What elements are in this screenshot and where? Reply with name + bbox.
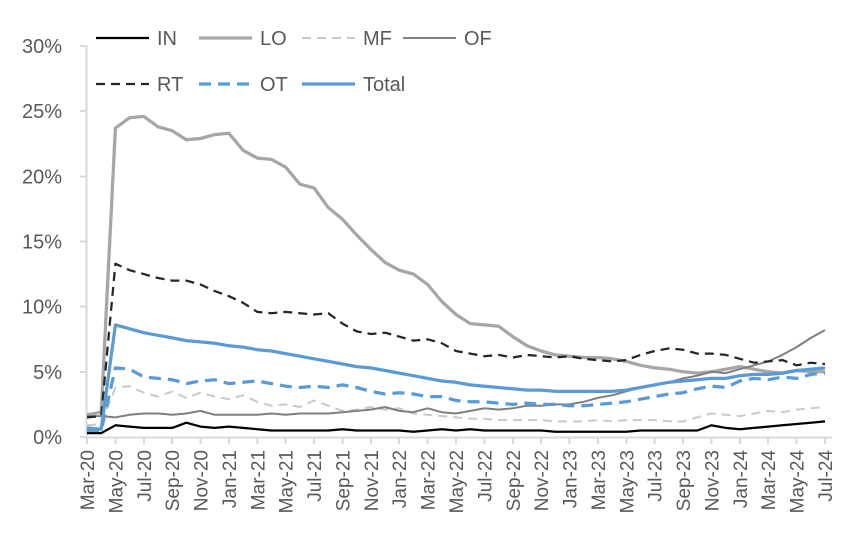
- legend-label-ot: OT: [260, 74, 288, 96]
- x-axis-label: Mar-20: [78, 450, 99, 510]
- series-line-ot: [87, 366, 826, 433]
- x-axis-label: Jul-22: [475, 450, 496, 502]
- legend-label-total: Total: [363, 74, 405, 96]
- legend-item-of: OF: [403, 28, 492, 50]
- y-axis-label: 30%: [22, 36, 62, 58]
- legend-item-ot: OT: [199, 74, 288, 96]
- x-axis-label: Jul-21: [305, 450, 326, 502]
- legend-item-rt: RT: [96, 74, 183, 96]
- y-axis-label: 20%: [22, 166, 62, 188]
- x-axis-label: May-24: [788, 450, 809, 514]
- x-axis-label: Jan-21: [220, 450, 241, 508]
- x-axis-label: Jul-23: [646, 450, 667, 502]
- legend-label-rt: RT: [157, 74, 183, 96]
- x-axis-label: Jul-20: [135, 450, 156, 502]
- x-axis-label: Jul-24: [816, 450, 837, 502]
- legend-item-lo: LO: [199, 28, 287, 50]
- x-axis-label: Jan-22: [390, 450, 411, 508]
- x-axis-label: Sep-21: [333, 450, 354, 511]
- y-axis-label: 5%: [33, 362, 62, 384]
- legend-label-of: OF: [464, 28, 492, 50]
- x-axis-label: Mar-22: [419, 450, 440, 510]
- x-axis-label: Nov-22: [532, 450, 553, 511]
- x-axis-label: May-23: [617, 450, 638, 513]
- y-axis-label: 10%: [22, 297, 62, 319]
- series-line-lo: [86, 114, 825, 417]
- x-axis-label: Mar-23: [589, 450, 610, 510]
- legend-item-total: Total: [302, 74, 405, 96]
- y-axis-label: 15%: [22, 232, 62, 254]
- x-axis-label: Jan-23: [561, 450, 582, 508]
- x-axis-label: May-20: [106, 450, 127, 513]
- x-axis-label: Sep-20: [163, 450, 184, 511]
- x-axis-label: May-22: [447, 450, 468, 513]
- legend-label-mf: MF: [363, 28, 392, 50]
- legend-item-in: IN: [96, 28, 177, 50]
- x-axis-label: Nov-23: [702, 450, 723, 511]
- x-axis-label: Nov-21: [362, 450, 383, 511]
- series-line-mf: [86, 385, 826, 427]
- x-axis-label: Sep-22: [504, 450, 525, 511]
- y-axis-label: 0%: [33, 427, 62, 449]
- legend-label-lo: LO: [260, 28, 287, 50]
- x-axis-label: Jan-24: [731, 450, 752, 509]
- x-axis-label: May-21: [277, 450, 298, 513]
- series-line-in: [87, 420, 826, 435]
- x-axis-label: Mar-24: [759, 450, 780, 511]
- legend-item-mf: MF: [302, 28, 392, 50]
- legend-label-in: IN: [157, 28, 177, 50]
- x-axis-label: Nov-20: [192, 450, 213, 511]
- series-line-of: [87, 329, 826, 419]
- x-axis-label: Mar-21: [248, 450, 269, 510]
- series-line-rt: [86, 262, 826, 419]
- series-line-total: [86, 323, 826, 431]
- y-axis-label: 25%: [22, 101, 62, 123]
- x-axis-label: Sep-23: [674, 450, 695, 511]
